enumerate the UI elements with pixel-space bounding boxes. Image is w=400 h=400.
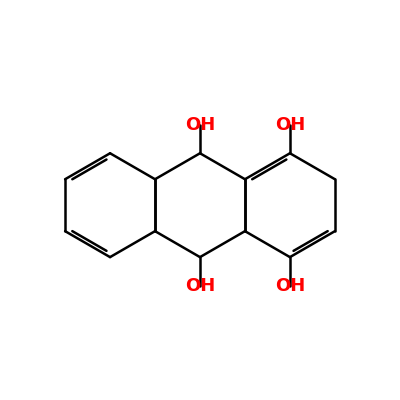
Text: OH: OH xyxy=(275,277,305,295)
Text: OH: OH xyxy=(185,116,215,134)
Text: OH: OH xyxy=(185,277,215,295)
Text: OH: OH xyxy=(275,116,305,134)
